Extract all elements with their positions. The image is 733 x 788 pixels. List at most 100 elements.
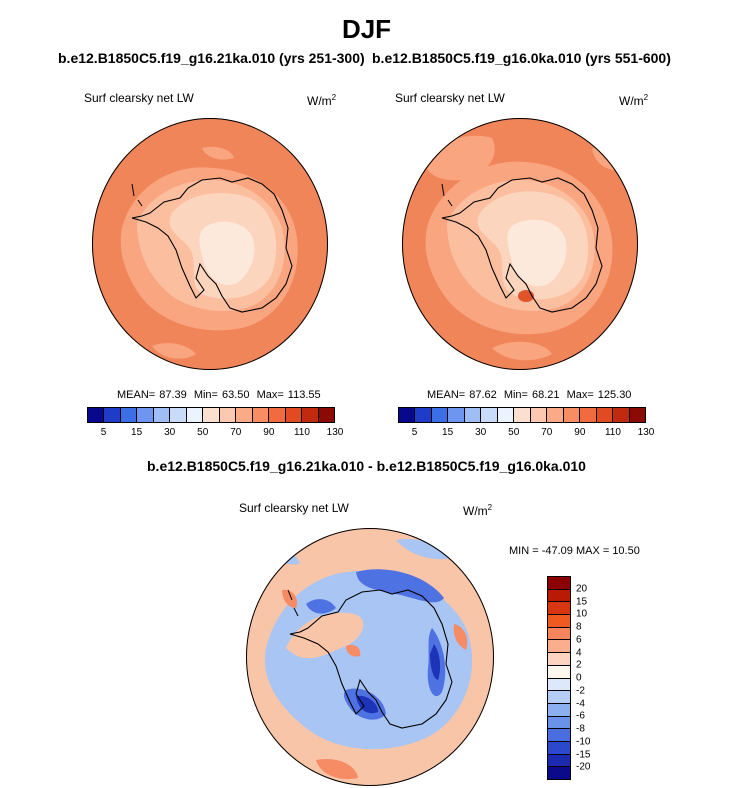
difference-colorbar-tick-label: -8 — [576, 723, 585, 735]
right-colorbar-tick-label: 50 — [508, 427, 520, 438]
right-stats: MEAN= 87.62 Min= 68.21 Max= 125.30 — [427, 389, 635, 401]
left-colorbar-tick-label: 5 — [100, 427, 107, 438]
left-colorbar-swatch — [120, 408, 138, 422]
left-max-label: Max= — [256, 389, 284, 401]
left-colorbar-ticks: 5 15 30 50 70 90 110 130 — [87, 427, 344, 439]
right-colorbar-swatch — [530, 408, 548, 422]
difference-colorbar-tick-label: -4 — [576, 698, 585, 709]
left-colorbar-swatch — [137, 408, 154, 422]
left-colorbar-tick-label: 110 — [293, 427, 310, 438]
difference-colorbar-swatch — [548, 653, 570, 666]
right-colorbar-swatch — [580, 408, 597, 422]
difference-colorbar-swatch — [548, 602, 570, 616]
left-colorbar-tick-label: 30 — [164, 427, 176, 438]
right-variable-label: Surf clearsky net LW — [395, 91, 505, 105]
left-colorbar-swatch — [104, 408, 121, 422]
left-colorbar-tick-label: 130 — [326, 427, 344, 438]
left-colorbar-tick-label: 70 — [230, 427, 242, 438]
difference-colorbar-ticks: 20 15 10 8 6 4 2 0 -2 -4 -6 -8 -10 -15 -20 — [576, 576, 616, 780]
difference-colorbar-tick-label: -20 — [576, 761, 591, 773]
difference-colorbar-swatch — [548, 716, 570, 730]
left-colorbar-swatch — [203, 408, 220, 422]
right-colorbar-tick-label: 5 — [411, 427, 418, 438]
right-mean-label: MEAN= — [427, 389, 466, 401]
left-colorbar-swatch — [252, 408, 270, 422]
right-max-value: 125.30 — [597, 389, 632, 401]
left-colorbar-tick-label: 15 — [131, 427, 143, 438]
difference-colorbar-swatch — [548, 577, 570, 590]
right-colorbar-swatch — [415, 408, 432, 422]
left-colorbar — [87, 407, 335, 423]
difference-colorbar-tick-label: 10 — [576, 608, 588, 620]
right-colorbar-tick-label: 15 — [442, 427, 454, 438]
left-units-base: W/m — [307, 94, 332, 108]
difference-colorbar-swatch — [548, 615, 570, 628]
right-polar-map — [402, 118, 638, 370]
left-max-value: 113.55 — [287, 389, 321, 401]
right-units: W/m2 — [619, 93, 648, 108]
right-colorbar-swatch — [629, 408, 646, 422]
right-colorbar-swatch — [464, 408, 482, 422]
diff-units: W/m2 — [463, 503, 492, 518]
left-colorbar-swatch — [269, 408, 286, 422]
difference-colorbar-swatch — [548, 589, 570, 603]
difference-colorbar-tick-label: 15 — [576, 596, 588, 607]
right-colorbar-swatch — [563, 408, 581, 422]
left-colorbar-swatch — [170, 408, 187, 422]
left-min-value: 63.50 — [221, 389, 250, 401]
left-units: W/m2 — [307, 93, 336, 108]
difference-colorbar-swatch — [548, 665, 570, 679]
diff-units-exp: 2 — [487, 503, 493, 512]
left-polar-map — [92, 118, 328, 370]
difference-colorbar-tick-label: 0 — [576, 672, 582, 684]
difference-colorbar-tick-label: -6 — [576, 710, 585, 722]
difference-colorbar-swatch — [548, 703, 570, 717]
right-colorbar-swatch — [481, 408, 498, 422]
right-min-label: Min= — [503, 389, 528, 401]
right-colorbar-tick-label: 90 — [574, 427, 586, 438]
left-min-label: Min= — [193, 389, 218, 401]
left-colorbar-tick-label: 50 — [197, 427, 209, 438]
right-colorbar-tick-label: 70 — [541, 427, 553, 438]
difference-colorbar-tick-label: 8 — [576, 621, 582, 633]
left-units-exp: 2 — [331, 93, 337, 102]
right-colorbar-swatch — [514, 408, 531, 422]
right-units-base: W/m — [619, 94, 644, 108]
left-mean-value: 87.39 — [159, 389, 187, 401]
difference-colorbar — [547, 576, 571, 780]
difference-colorbar-tick-label: 2 — [576, 659, 582, 671]
right-colorbar-swatch — [497, 408, 515, 422]
figure-title: DJF — [341, 14, 392, 44]
right-colorbar-swatch — [613, 408, 630, 422]
difference-colorbar-swatch — [548, 729, 570, 742]
difference-colorbar-swatch — [548, 767, 570, 779]
left-mean-label: MEAN= — [117, 389, 156, 401]
right-colorbar-swatch — [596, 408, 614, 422]
difference-colorbar-tick-label: 20 — [576, 583, 588, 595]
right-max-label: Max= — [566, 389, 594, 401]
diff-minmax: MIN = -47.09 MAX = 10.50 — [509, 545, 640, 557]
difference-title: b.e12.B1850C5.f19_g16.21ka.010 - b.e12.B… — [147, 458, 586, 474]
difference-colorbar-swatch — [548, 754, 570, 768]
left-colorbar-swatch — [318, 408, 335, 422]
right-mean-value: 87.62 — [469, 389, 497, 401]
difference-colorbar-tick-label: -10 — [576, 736, 591, 748]
right-min-value: 68.21 — [531, 389, 560, 401]
right-colorbar-swatch — [547, 408, 564, 422]
left-colorbar-swatch — [236, 408, 253, 422]
left-colorbar-tick-label: 90 — [263, 427, 275, 438]
difference-colorbar-tick-label: -15 — [576, 749, 591, 760]
left-colorbar-swatch — [88, 408, 105, 422]
difference-colorbar-swatch — [548, 678, 570, 692]
left-colorbar-swatch — [219, 408, 237, 422]
difference-colorbar-tick-label: 6 — [576, 634, 582, 646]
right-colorbar-tick-label: 30 — [475, 427, 487, 438]
left-stats: MEAN= 87.39 Min= 63.50 Max= 113.55 — [117, 389, 325, 401]
difference-colorbar-swatch — [548, 741, 570, 755]
right-colorbar-swatch — [431, 408, 449, 422]
right-colorbar — [398, 407, 646, 423]
left-colorbar-swatch — [153, 408, 171, 422]
left-variable-label: Surf clearsky net LW — [84, 91, 194, 105]
right-units-exp: 2 — [643, 93, 649, 102]
difference-colorbar-tick-label: 4 — [576, 647, 582, 658]
